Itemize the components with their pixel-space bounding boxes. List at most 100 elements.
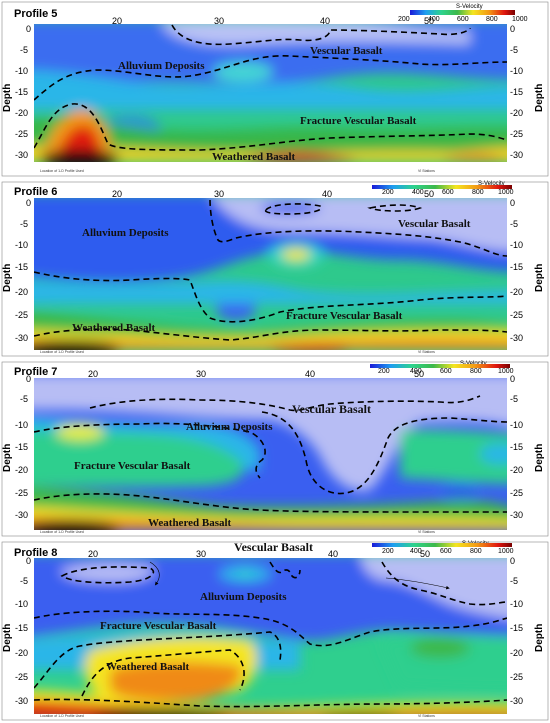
- depth-tick: -5: [20, 576, 28, 586]
- depth-tick: -20: [15, 465, 28, 475]
- zone-label: Fracture Vescular Basalt: [300, 115, 417, 127]
- depth-tick: -25: [510, 672, 523, 682]
- x-tick: 50: [424, 16, 434, 26]
- depth-label: Depth: [534, 444, 545, 472]
- depth-axis-right: 0 -5 -10 -15 -20 -25 -30 Depth: [510, 198, 545, 343]
- velocity-colorbar: [372, 543, 512, 547]
- profile-8-panel: Profile 8 20 30 40 50 Vescular Basalt S-…: [0, 540, 550, 723]
- depth-tick: -10: [510, 240, 523, 250]
- depth-tick: -25: [510, 488, 523, 498]
- x-tick: 20: [88, 369, 98, 379]
- profile-7-section: Profile 7 20 30 40 50 S-Velocity 200 400…: [1, 361, 549, 537]
- x-tick: 40: [320, 16, 330, 26]
- depth-tick: 0: [26, 198, 31, 208]
- depth-tick: -20: [15, 287, 28, 297]
- zone-label: Weathered Basalt: [106, 661, 190, 673]
- depth-tick: -25: [15, 488, 28, 498]
- legend-tick: 800: [470, 368, 482, 375]
- depth-tick: -20: [510, 108, 523, 118]
- depth-tick: -25: [510, 129, 523, 139]
- depth-tick: -10: [510, 66, 523, 76]
- depth-tick: -10: [510, 599, 523, 609]
- footnote: Location of 1-D Profile Used: [40, 530, 84, 534]
- depth-tick: -15: [510, 262, 523, 272]
- profile-title: Profile 8: [14, 547, 57, 559]
- depth-label: Depth: [2, 624, 13, 652]
- depth-tick: -30: [510, 510, 523, 520]
- depth-tick: -10: [15, 599, 28, 609]
- velocity-colorbar: [372, 185, 512, 189]
- depth-label: Depth: [2, 84, 13, 112]
- x-tick: 30: [196, 369, 206, 379]
- depth-tick: -10: [15, 420, 28, 430]
- depth-tick: -30: [510, 333, 523, 343]
- depth-axis-left: 0 -5 -10 -15 -20 -25 -30 Depth: [2, 24, 31, 160]
- depth-tick: 0: [26, 24, 31, 34]
- zone-label: Alluvium Deposits: [186, 421, 273, 433]
- depth-tick: -25: [15, 310, 28, 320]
- depth-tick: -20: [15, 648, 28, 658]
- depth-axis-right: 0 -5 -10 -15 -20 -25 -30 Depth: [510, 374, 545, 520]
- x-tick: 40: [322, 189, 332, 199]
- profile-title: Profile 7: [14, 366, 57, 378]
- depth-tick: -20: [15, 108, 28, 118]
- depth-tick: -15: [15, 87, 28, 97]
- depth-axis-left: 0 -5 -10 -15 -20 -25 -30 Depth: [2, 556, 31, 706]
- legend-title: S-Velocity: [456, 4, 483, 10]
- depth-tick: -5: [510, 576, 518, 586]
- depth-tick: -5: [510, 394, 518, 404]
- depth-tick: -20: [510, 648, 523, 658]
- legend-tick: 400: [428, 16, 440, 23]
- x-tick: 30: [196, 549, 206, 559]
- depth-tick: -30: [15, 150, 28, 160]
- zone-label: Vescular Basalt: [398, 218, 471, 230]
- depth-axis-left: 0 -5 -10 -15 -20 -25 -30 Depth: [2, 198, 31, 343]
- depth-tick: -30: [15, 333, 28, 343]
- depth-tick: -10: [510, 420, 523, 430]
- depth-tick: 0: [510, 374, 515, 384]
- depth-axis-left: 0 -5 -10 -15 -20 -25 -30 Depth: [2, 374, 31, 520]
- depth-tick: -10: [15, 240, 28, 250]
- zone-label: Alluvium Deposits: [82, 227, 169, 239]
- x-tick: 40: [328, 549, 338, 559]
- depth-tick: -30: [510, 150, 523, 160]
- depth-tick: -5: [20, 394, 28, 404]
- depth-axis-right: 0 -5 -10 -15 -20 -25 -30 Depth: [510, 24, 545, 160]
- depth-label: Depth: [534, 84, 545, 112]
- profile-8-section: Profile 8 20 30 40 50 Vescular Basalt S-…: [1, 540, 549, 721]
- legend-tick: 800: [486, 16, 498, 23]
- zone-label: Vescular Basalt: [310, 45, 383, 57]
- footnote: Location of 1-D Profile Used: [40, 350, 84, 354]
- legend-tick: 200: [398, 16, 410, 23]
- legend-tick: 600: [457, 16, 469, 23]
- depth-tick: -5: [20, 219, 28, 229]
- x-tick: 50: [420, 549, 430, 559]
- legend-tick: 400: [410, 368, 422, 375]
- profile-5-panel: Profile 5 20 30 40 50 S-Velocity 200 400…: [0, 0, 550, 178]
- legend-tick: 600: [440, 548, 452, 555]
- profile-7-panel: Profile 7 20 30 40 50 S-Velocity 200 400…: [0, 360, 550, 538]
- zone-label: Fracture Vescular Basalt: [100, 620, 217, 632]
- x-tick: 20: [112, 16, 122, 26]
- footnote: VI Stations: [418, 530, 435, 534]
- legend-tick: 1000: [498, 548, 514, 555]
- x-tick: 50: [414, 369, 424, 379]
- x-tick: 40: [305, 369, 315, 379]
- depth-tick: 0: [510, 198, 515, 208]
- footnote: VI Stations: [418, 169, 435, 173]
- footnote: VI Stations: [418, 350, 435, 354]
- depth-tick: 0: [26, 556, 31, 566]
- velocity-colorbar: [370, 364, 510, 368]
- depth-label: Depth: [534, 624, 545, 652]
- zone-label: Fracture Vescular Basalt: [286, 310, 403, 322]
- depth-label: Depth: [2, 264, 13, 292]
- legend-tick: 1000: [498, 189, 514, 196]
- zone-label: Vescular Basalt: [292, 402, 371, 416]
- footnote: Location of 1-D Profile Used: [40, 714, 84, 718]
- footnote: Location of 1-D Profile Used: [40, 169, 84, 173]
- depth-tick: 0: [510, 24, 515, 34]
- zone-label: Weathered Basalt: [72, 322, 156, 334]
- x-tick: 30: [214, 189, 224, 199]
- depth-tick: -5: [510, 45, 518, 55]
- depth-tick: -30: [510, 696, 523, 706]
